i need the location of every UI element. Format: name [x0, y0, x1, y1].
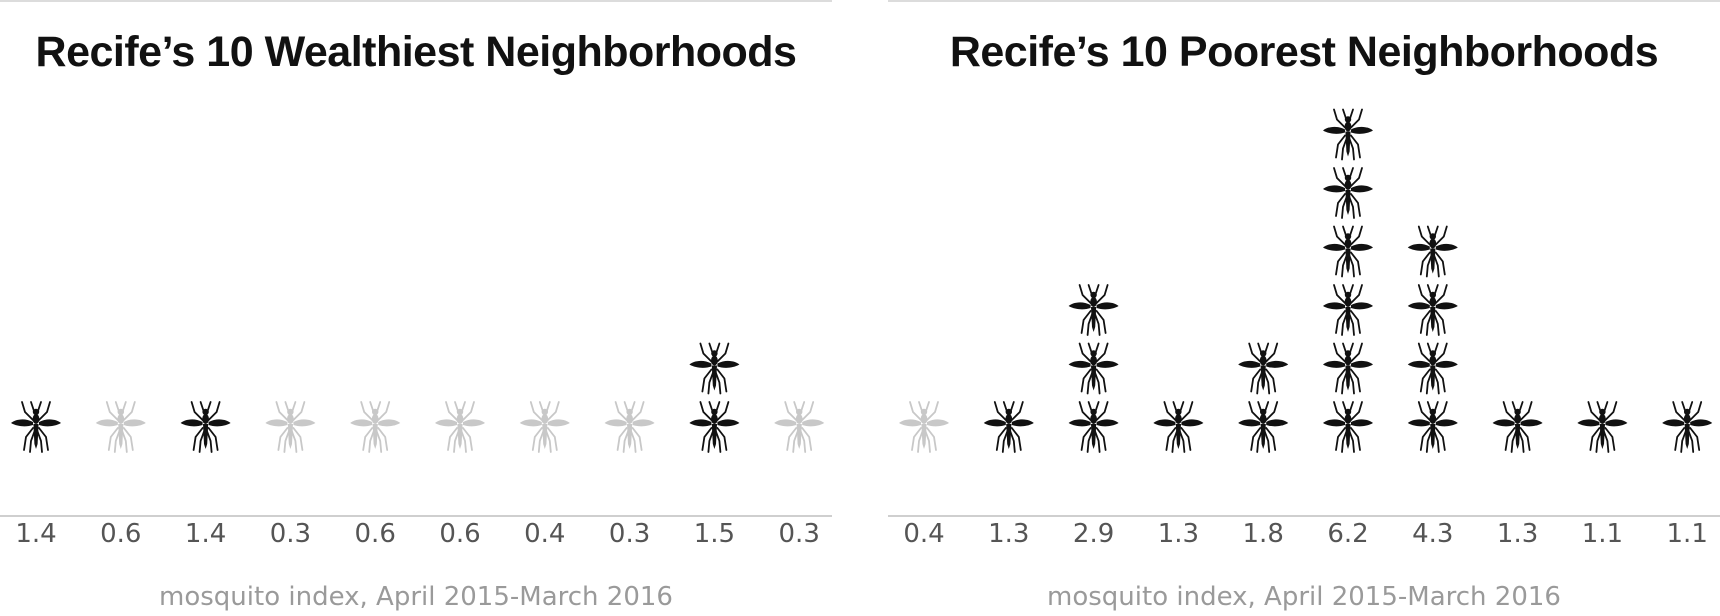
- value-label: 0.6: [355, 519, 396, 549]
- mosquito-icon: [1662, 401, 1713, 453]
- mosquito-icon: [774, 401, 825, 453]
- mosquito-icon: [1068, 401, 1119, 453]
- mosquito-icon: [1407, 284, 1458, 336]
- mosquito-icon: [1323, 225, 1373, 278]
- mosquito-icon: [350, 401, 401, 453]
- mosquito-icon: [435, 401, 485, 453]
- mosquito-icon: [265, 401, 316, 453]
- value-label: 1.3: [1497, 519, 1538, 549]
- mosquito-icon: [1153, 401, 1204, 453]
- mosquito-icon: [1577, 401, 1628, 453]
- mosquito-icon: [899, 401, 949, 453]
- mosquito-icon: [1407, 401, 1458, 453]
- value-label: 1.4: [185, 519, 226, 549]
- value-label: 0.3: [779, 519, 820, 549]
- poorest-chart-panel: Recife’s 10 Poorest Neighborhoods 0.4 1.3…: [888, 0, 1720, 616]
- mosquito-icon: [983, 401, 1034, 453]
- poorest-pictograph: 0.4 1.3 2.9 1.3 1.8 6.2 4.3 1.3 1.1 1.1: [888, 108, 1720, 549]
- value-label: 0.3: [270, 519, 311, 549]
- mosquito-icon: [1323, 284, 1373, 336]
- value-label: 1.3: [1158, 519, 1199, 549]
- value-label: 0.3: [609, 519, 650, 549]
- mosquito-icon: [519, 401, 570, 453]
- value-label: 1.5: [694, 519, 735, 549]
- mosquito-icon: [11, 401, 61, 453]
- mosquito-icon: [1323, 401, 1373, 453]
- wealthiest-pictograph: 1.4 0.6 1.4 0.3 0.6 0.6 0.4 0.3 1.5 0.3: [0, 342, 832, 549]
- mosquito-icon: [1323, 108, 1373, 161]
- top-rule: [888, 0, 1720, 2]
- wealthiest-chart-panel: Recife’s 10 Wealthiest Neighborhoods 1.4…: [0, 0, 832, 616]
- value-label: 1.8: [1243, 519, 1284, 549]
- mosquito-icon: [1407, 342, 1458, 395]
- value-label: 1.4: [15, 519, 56, 549]
- top-rule: [0, 0, 832, 2]
- mosquito-icon: [1068, 342, 1119, 395]
- value-label: 0.6: [439, 519, 480, 549]
- value-label: 1.1: [1667, 519, 1708, 549]
- value-label: 1.3: [988, 519, 1029, 549]
- chart-title: Recife’s 10 Wealthiest Neighborhoods: [35, 28, 797, 76]
- mosquito-icon: [1407, 225, 1458, 278]
- mosquito-icon: [689, 342, 740, 395]
- mosquito-icon: [1323, 167, 1373, 219]
- mosquito-icon: [1068, 284, 1119, 336]
- value-label: 0.4: [903, 519, 944, 549]
- value-label: 1.1: [1582, 519, 1623, 549]
- mosquito-icon: [1238, 342, 1289, 395]
- mosquito-icon: [95, 401, 146, 453]
- mosquito-icon: [1492, 401, 1543, 453]
- chart-title: Recife’s 10 Poorest Neighborhoods: [949, 28, 1659, 76]
- value-label: 0.6: [100, 519, 141, 549]
- x-axis-caption: mosquito index, April 2015-March 2016: [159, 582, 673, 612]
- mosquito-icon: [1238, 401, 1289, 453]
- value-label: 6.2: [1327, 519, 1368, 549]
- value-label: 4.3: [1412, 519, 1453, 549]
- value-label: 2.9: [1073, 519, 1114, 549]
- mosquito-icon: [1323, 342, 1373, 395]
- mosquito-icon: [180, 401, 231, 453]
- x-axis-caption: mosquito index, April 2015-March 2016: [1047, 582, 1561, 612]
- mosquito-icon: [689, 401, 740, 453]
- value-label: 0.4: [524, 519, 565, 549]
- mosquito-icon: [604, 401, 655, 453]
